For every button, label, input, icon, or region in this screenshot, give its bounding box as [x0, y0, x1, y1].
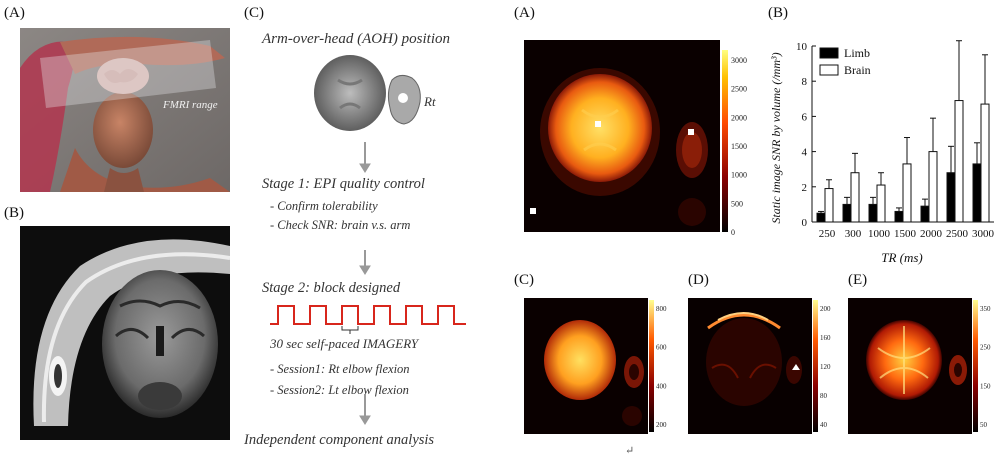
chart-bar-limb [894, 210, 904, 223]
chart-x-tick-label: 1000 [868, 228, 891, 240]
chart-x-tick-label: 2000 [920, 228, 943, 240]
chart-bar-brain [980, 103, 990, 223]
snr-map-a [524, 40, 720, 232]
chart-bar-limb [842, 203, 852, 223]
panel-label-right-b: (B) [768, 5, 788, 21]
colorbar-tick-label: 80 [820, 392, 828, 400]
panel-label-flow-c: (C) [244, 5, 264, 21]
chart-y-axis-label: Static image SNR by volume (/mm³) [769, 52, 783, 223]
colorbar-tick-label: 2000 [731, 113, 747, 122]
colorbar-tick-label: 2500 [731, 85, 747, 94]
colorbar-d: 200 160 120 80 40 [813, 300, 831, 432]
colorbar-tick-label: 120 [820, 363, 831, 371]
legend-label-limb: Limb [844, 46, 870, 60]
stage2-title: Stage 2: block designed [262, 280, 401, 296]
flow-title: Arm-over-head (AOH) position [262, 31, 450, 47]
fmri-range-label: FMRI range [162, 99, 218, 111]
snr-map-e [848, 298, 972, 434]
panel-label-right-a: (A) [514, 5, 535, 21]
chart-x-tick-label: 3000 [972, 228, 995, 240]
chart-x-tick-label: 250 [819, 228, 836, 240]
colorbar-tick-label: 400 [656, 382, 667, 390]
chart-bar-limb [920, 205, 930, 223]
panel-label-right-e: (E) [848, 272, 868, 288]
colorbar-tick-label: 350 [980, 305, 991, 313]
chart-bar-limb [816, 212, 826, 223]
legend-label-brain: Brain [844, 63, 871, 77]
colorbar-tick-label: 1000 [731, 171, 747, 180]
chart-bar-brain [928, 151, 938, 223]
coronal-mri-image [20, 226, 230, 440]
snr-map-d [688, 298, 812, 434]
colorbar-tick-label: 50 [980, 421, 988, 429]
session1-label: - Session1: Rt elbow flexion [270, 362, 410, 376]
colorbar-tick-label: 250 [980, 344, 991, 352]
legend-swatch-brain [819, 64, 839, 76]
colorbar-tick-label: 1500 [731, 142, 747, 151]
flow-brain-arm-slice: Rt [314, 55, 436, 131]
chart-bar-limb [972, 163, 982, 223]
block-design-waveform [270, 305, 466, 334]
chart-bar-brain [876, 184, 886, 223]
colorbar-tick-label: 800 [656, 305, 667, 313]
panel-label-left-a: (A) [4, 5, 25, 21]
scanner-3d-illustration: FMRI range [20, 28, 230, 192]
chart-bar-brain [850, 172, 860, 223]
chart-bar-brain [954, 100, 964, 223]
colorbar-tick-label: 160 [820, 334, 831, 342]
colorbar-tick-label: 0 [731, 228, 735, 236]
colorbar-tick-label: 40 [820, 421, 828, 429]
colorbar-tick-label: 500 [731, 199, 743, 208]
chart-bar-brain [902, 163, 912, 223]
chart-y-tick-label: 2 [802, 182, 808, 194]
flow-arrows [359, 142, 371, 425]
chart-x-tick-label: 300 [845, 228, 862, 240]
stage1-item-snr: - Check SNR: brain v.s. arm [270, 218, 411, 232]
chart-y-tick-label: 6 [802, 111, 808, 123]
panel-label-left-b: (B) [4, 205, 24, 221]
chart-x-tick-label: 1500 [894, 228, 917, 240]
chart-y-tick-label: 8 [802, 76, 808, 88]
colorbar-tick-label: 200 [820, 305, 831, 313]
colorbar-tick-label: 600 [656, 344, 667, 352]
chart-bar-limb [868, 203, 878, 223]
colorbar-c: 800 600 400 200 [649, 300, 667, 432]
stage1-title: Stage 1: EPI quality control [262, 176, 425, 192]
rt-label: Rt [423, 94, 436, 109]
colorbar-tick-label: 150 [980, 382, 991, 390]
chart-x-tick-label: 2500 [946, 228, 969, 240]
chart-y-tick-label: 0 [802, 217, 808, 229]
panel-label-right-d: (D) [688, 272, 709, 288]
stray-return-mark: ↵ [625, 445, 635, 457]
colorbar-e: 350 250 150 50 [973, 300, 991, 432]
colorbar-tick-label: 3000 [731, 56, 747, 65]
session2-label: - Session2: Lt elbow flexion [270, 383, 409, 397]
chart-bar-brain [824, 188, 834, 223]
stage1-item-tolerability: - Confirm tolerability [270, 199, 378, 213]
legend-swatch-limb [819, 47, 839, 59]
panel-label-right-c: (C) [514, 272, 534, 288]
imagery-label: 30 sec self-paced IMAGERY [270, 336, 419, 351]
colorbar-tick-label: 200 [656, 421, 667, 429]
chart-y-tick-label: 4 [802, 147, 808, 159]
snr-map-c [524, 298, 648, 434]
colorbar-a: 3000 2500 2000 1500 1000 500 0 [722, 50, 747, 236]
chart-y-tick-label: 10 [796, 41, 808, 53]
snr-bar-chart: 0 2 4 6 8 10 250 300 1000 1500 2000 2500 3000 Limb Br… [769, 40, 995, 265]
chart-x-axis-label: TR (ms) [881, 250, 923, 265]
chart-bar-limb [946, 172, 956, 223]
final-step-label: Independent component analysis [244, 432, 435, 448]
